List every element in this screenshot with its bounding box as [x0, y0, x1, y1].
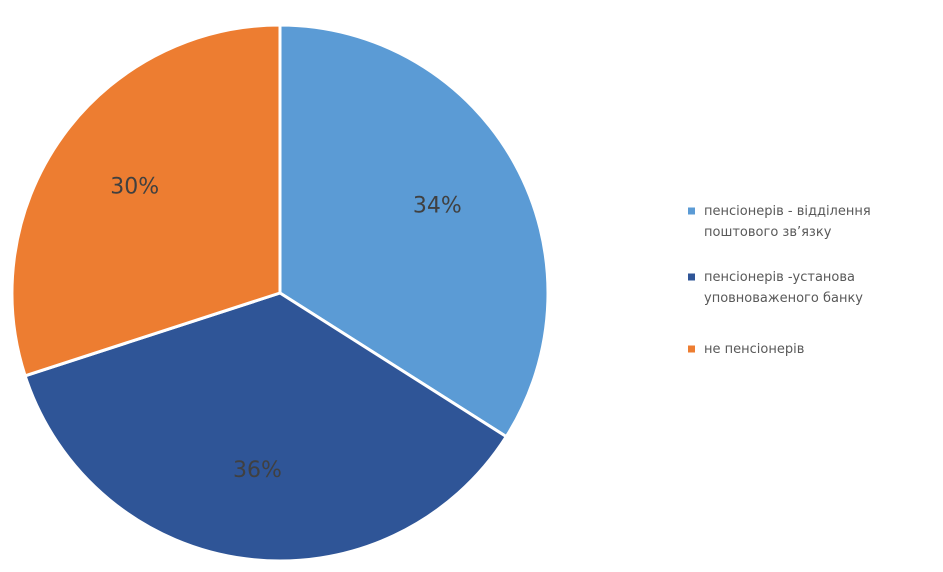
data-label-non-pensioners: 30% — [110, 174, 159, 199]
legend-label-post-office-line-2: поштового зв’язку — [704, 225, 832, 240]
legend: пенсіонерів - відділення поштового зв’язк… — [688, 204, 871, 357]
pie-slice-post-office — [278, 23, 550, 439]
data-label-post-office: 34% — [413, 193, 462, 218]
legend-marker-non-pensioners — [688, 345, 695, 353]
legend-label-non-pensioners-line-1: не пенсіонерів — [704, 342, 804, 357]
data-label-authorized-bank: 36% — [233, 458, 282, 483]
pie-slice-non-pensioners — [10, 23, 282, 378]
legend-marker-authorized-bank — [688, 273, 695, 281]
legend-label-authorized-bank-line-2: уповноваженого банку — [704, 291, 863, 306]
legend-label-post-office-line-1: пенсіонерів - відділення — [704, 204, 871, 219]
legend-marker-post-office — [688, 207, 695, 215]
legend-label-authorized-bank-line-1: пенсіонерів -установа — [704, 270, 855, 285]
pie-slices — [10, 23, 550, 563]
pie-slice-authorized-bank — [23, 291, 509, 563]
pie-data-labels: 34% 36% 30% — [110, 174, 462, 483]
